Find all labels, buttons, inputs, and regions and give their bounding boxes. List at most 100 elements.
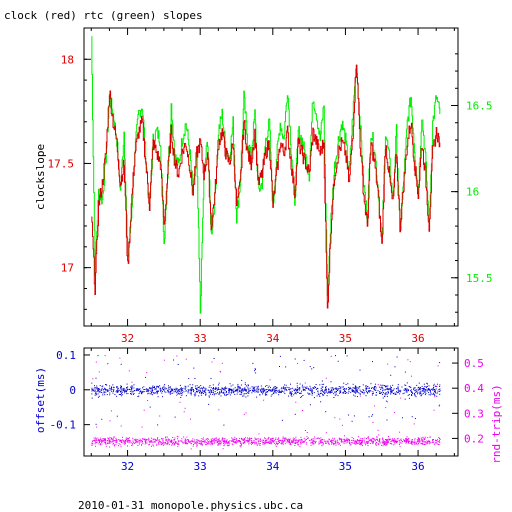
scatter-point	[421, 390, 423, 392]
scatter-point	[338, 437, 340, 439]
scatter-point	[284, 437, 286, 439]
scatter-point	[431, 442, 433, 443]
scatter-point	[410, 389, 412, 391]
scatter-point	[403, 440, 405, 442]
scatter-point	[313, 392, 315, 394]
scatter-point	[439, 388, 441, 390]
scatter-point	[267, 386, 269, 388]
scatter-point	[256, 444, 258, 446]
scatter-point	[218, 384, 219, 386]
scatter-point	[155, 439, 157, 441]
scatter-point	[393, 388, 395, 390]
scatter-point	[94, 439, 95, 441]
scatter-point	[91, 390, 93, 392]
scatter-point	[270, 389, 272, 391]
scatter-point	[359, 389, 361, 391]
scatter-point	[385, 439, 387, 441]
scatter-point	[274, 389, 276, 391]
scatter-point	[159, 387, 161, 389]
scatter-point	[212, 390, 214, 392]
scatter-point	[361, 440, 363, 442]
scatter-point	[277, 441, 279, 442]
scatter-point	[127, 441, 129, 443]
scatter-point	[98, 389, 100, 391]
scatter-point	[151, 388, 153, 390]
scatter-point	[270, 440, 272, 442]
scatter-point	[174, 439, 176, 441]
scatter-point	[172, 443, 173, 445]
scatter-point	[382, 397, 384, 399]
scatter-point	[161, 443, 163, 445]
scatter-point	[113, 444, 115, 446]
scatter-point	[176, 388, 178, 390]
scatter-point	[271, 437, 273, 439]
scatter-point	[92, 440, 94, 442]
scatter-point	[102, 394, 104, 396]
scatter-point	[297, 389, 299, 391]
scatter-point	[328, 438, 330, 440]
scatter-point	[137, 440, 139, 442]
scatter-point	[317, 394, 319, 395]
scatter-point	[210, 390, 212, 392]
scatter-point	[386, 440, 388, 442]
scatter-point	[320, 387, 322, 389]
scatter-point	[206, 438, 208, 440]
scatter-point	[115, 437, 117, 439]
scatter-point	[293, 439, 295, 441]
scatter-point	[172, 390, 174, 392]
scatter-point	[385, 392, 386, 394]
scatter-point	[388, 438, 390, 440]
scatter-point	[389, 387, 391, 389]
scatter-point	[383, 393, 385, 395]
scatter-point	[215, 386, 217, 388]
scatter-point	[439, 386, 441, 387]
scatter-point	[91, 397, 93, 399]
scatter-point	[218, 388, 220, 390]
scatter-point	[127, 439, 129, 441]
scatter-point	[170, 392, 172, 394]
scatter-point	[310, 390, 312, 392]
scatter-point	[355, 388, 357, 390]
scatter-point	[313, 387, 315, 389]
scatter-point	[162, 390, 163, 392]
scatter-point	[282, 441, 284, 443]
scatter-point	[153, 445, 155, 447]
scatter-point	[112, 443, 114, 445]
scatter-point	[219, 392, 221, 394]
scatter-point	[254, 443, 256, 445]
scatter-point	[368, 416, 370, 418]
scatter-point	[344, 440, 346, 442]
scatter-point	[132, 441, 134, 443]
scatter-point	[177, 364, 179, 365]
scatter-point	[284, 384, 286, 386]
scatter-point	[162, 442, 163, 444]
scatter-point	[362, 445, 364, 447]
scatter-point	[384, 389, 386, 391]
scatter-point	[237, 387, 239, 389]
scatter-point	[233, 388, 235, 390]
scatter-point	[365, 386, 367, 388]
scatter-point	[236, 438, 238, 440]
scatter-point	[101, 387, 103, 389]
scatter-point	[428, 394, 430, 396]
scatter-point	[108, 438, 110, 439]
scatter-point	[345, 442, 347, 444]
scatter-point	[91, 388, 93, 390]
scatter-point	[154, 441, 156, 443]
scatter-point	[298, 439, 299, 441]
scatter-point	[211, 440, 213, 442]
scatter-point	[387, 441, 389, 443]
scatter-point	[218, 444, 220, 446]
scatter-point	[212, 388, 214, 390]
scatter-point	[425, 393, 427, 395]
scatter-point	[407, 439, 409, 441]
scatter-point	[355, 387, 356, 389]
scatter-point	[204, 392, 206, 393]
scatter-point	[275, 444, 277, 446]
scatter-point	[364, 437, 366, 439]
scatter-point	[331, 439, 333, 441]
scatter-point	[387, 363, 389, 365]
scatter-point	[155, 439, 157, 440]
scatter-point	[273, 392, 275, 394]
scatter-point	[338, 390, 340, 392]
